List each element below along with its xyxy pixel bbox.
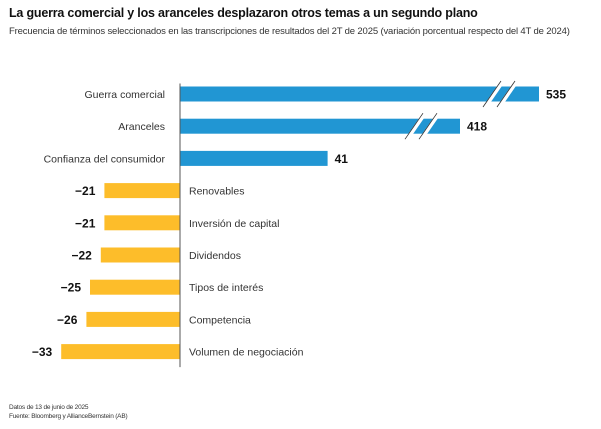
data-label: −22 [71,249,92,263]
category-label: Renovables [189,186,244,198]
data-label: 418 [467,120,487,134]
data-label: −26 [57,313,78,327]
category-label: Volumen de negociación [189,347,304,359]
axis-break-gap [405,112,427,141]
category-label: Competencia [189,314,251,326]
data-label: −33 [32,345,53,359]
axis-break-mark [404,112,424,140]
axis-break-gap [483,79,505,109]
data-label: 535 [546,88,566,102]
data-label: −21 [75,216,96,230]
date-note: Datos de 13 de junio de 2025 [9,404,89,411]
data-label: −21 [75,184,96,198]
bar [104,183,180,199]
category-label: Dividendos [189,250,241,262]
category-label: Guerra comercial [84,89,165,101]
data-label: −25 [61,281,82,295]
bar [86,311,180,327]
bar [104,215,180,231]
category-label: Aranceles [118,121,165,133]
bar [180,150,328,166]
category-label: Inversión de capital [189,218,279,230]
chart-subtitle: Frecuencia de términos seleccionados en … [9,26,570,37]
axis-break-gap [497,79,519,109]
axis-break-mark [418,112,438,140]
category-label: Tipos de interés [189,282,263,294]
bar [61,344,181,360]
bar [180,118,460,134]
bar [100,247,180,263]
source-note: Fuente: Bloomberg y AllianceBernstein (A… [9,413,128,420]
axis-break-mark [482,80,502,108]
data-label: 41 [335,152,349,166]
category-label: Confianza del consumidor [44,153,166,165]
axis-break-mark [496,80,516,108]
axis-break-gap [419,112,441,141]
bar [90,279,180,295]
chart-title: La guerra comercial y los aranceles desp… [9,6,478,20]
bar [180,86,539,102]
